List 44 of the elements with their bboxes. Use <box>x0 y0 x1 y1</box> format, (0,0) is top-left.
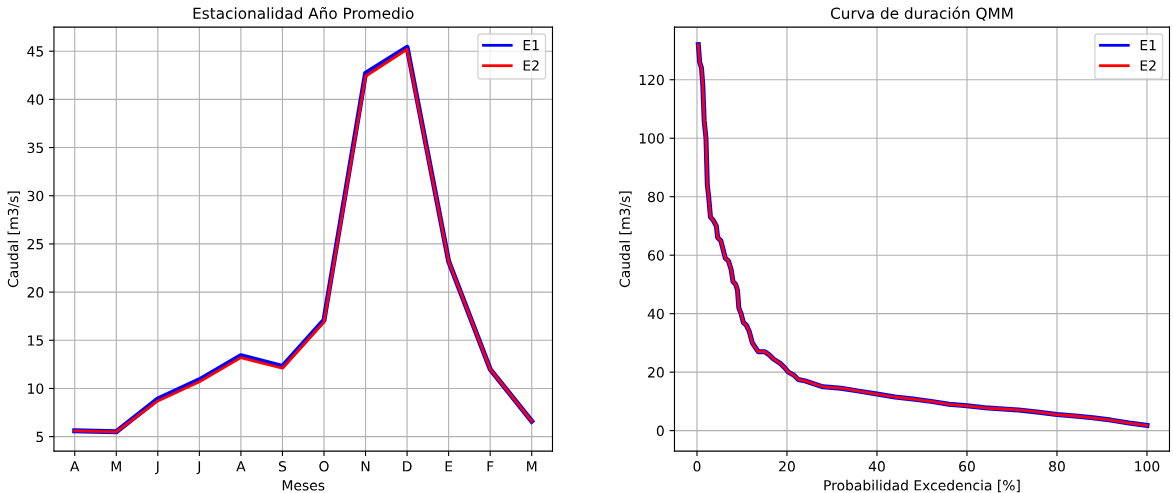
x-tick-label: 80 <box>1049 461 1065 472</box>
y-tick-label: 80 <box>648 191 664 203</box>
y-tick-label: 40 <box>647 308 664 320</box>
legend-label: E1 <box>1140 40 1156 51</box>
y-tick-label: 40 <box>27 94 44 105</box>
chart-title: Estacionalidad Año Promedio <box>193 6 414 19</box>
y-axis-title: Caudal [m3/s] <box>7 191 20 288</box>
y-tick-label: 25 <box>27 238 44 250</box>
legend-label: E1 <box>523 40 539 51</box>
y-tick-label: 100 <box>639 133 664 144</box>
legend-label: E2 <box>523 60 539 71</box>
x-tick-label: N <box>361 461 370 472</box>
y-tick-label: 0 <box>656 425 664 437</box>
y-tick-label: 15 <box>28 335 44 346</box>
y-tick-label: 120 <box>639 74 664 86</box>
x-tick-label: J <box>155 461 159 475</box>
legend-label: E2 <box>1140 60 1156 71</box>
y-tick-label: 20 <box>27 287 44 298</box>
y-axis-title: Caudal [m3/s] <box>619 191 632 288</box>
y-tick-label: 10 <box>28 383 44 394</box>
x-tick-label: 0 <box>693 461 701 472</box>
x-tick-label: 100 <box>1135 461 1160 472</box>
x-axis-title: Probabilidad Excedencia [%] <box>824 479 1020 493</box>
x-tick-label: A <box>236 461 246 472</box>
x-tick-label: O <box>319 461 329 472</box>
x-tick-label: 20 <box>779 461 795 472</box>
y-tick-label: 5 <box>36 431 44 443</box>
x-tick-label: 60 <box>959 461 975 472</box>
x-tick-label: D <box>403 461 412 472</box>
x-tick-label: 40 <box>868 461 885 472</box>
x-tick-label: M <box>527 461 537 472</box>
x-tick-label: A <box>70 461 80 472</box>
y-tick-label: 35 <box>27 142 44 154</box>
chart-title: Curva de duración QMM <box>830 6 1013 21</box>
y-tick-label: 45 <box>27 46 44 57</box>
y-tick-label: 60 <box>648 250 664 261</box>
x-axis-title: Meses <box>282 480 325 491</box>
x-tick-label: S <box>278 461 287 472</box>
x-tick-label: F <box>487 461 494 472</box>
y-tick-label: 20 <box>648 367 664 378</box>
x-tick-label: M <box>111 461 121 472</box>
y-tick-label: 30 <box>27 190 44 202</box>
x-tick-label: J <box>196 461 201 475</box>
x-tick-label: E <box>445 461 453 472</box>
